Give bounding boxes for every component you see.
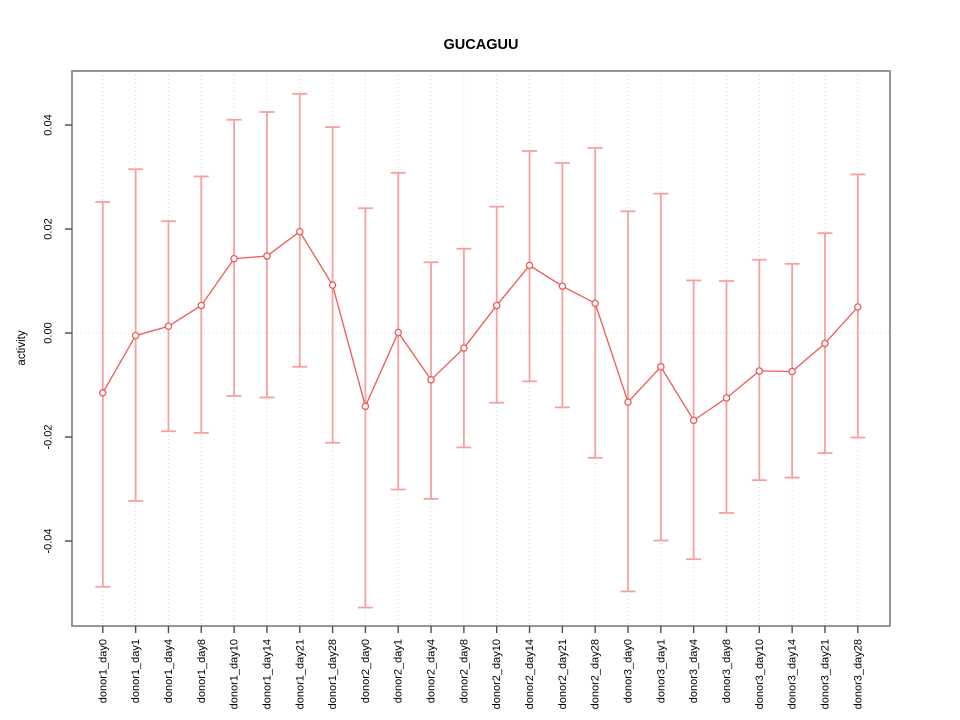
axes-layer: -0.04 -0.02 0.00 0.02 0.04 donor1_day0 donor1_… (43, 70, 891, 709)
data-point-marker (328, 281, 337, 289)
data-point-marker (492, 301, 501, 310)
x-tick-label: donor3_day8 (721, 639, 733, 703)
y-tick-label: 0.02 (43, 218, 55, 239)
x-tick-label: donor3_day21 (819, 639, 831, 709)
x-tick-label: donor2_day21 (557, 639, 569, 709)
x-tick-label: donor2_day10 (491, 639, 503, 709)
data-point-marker (821, 339, 829, 348)
y-tick-label: -0.02 (43, 424, 55, 449)
x-tick-label: donor3_day14 (787, 639, 799, 709)
x-tick-label: donor2_day0 (360, 639, 372, 703)
y-tick-label: 0.04 (43, 114, 55, 135)
data-point-marker (624, 398, 632, 406)
x-tick-label: donor3_day28 (852, 639, 864, 709)
plot-box (71, 70, 891, 627)
data-point-marker (689, 416, 698, 425)
x-tick-label: donor2_day8 (458, 639, 470, 703)
data-point-marker (591, 299, 599, 308)
x-tick-label: donor1_day28 (327, 639, 339, 709)
x-tick-label: donor2_day1 (393, 639, 405, 703)
x-tick-label: donor1_day1 (130, 639, 142, 703)
data-point-marker (788, 367, 796, 376)
data-point-marker (657, 363, 665, 371)
x-tick-label: donor3_day4 (688, 639, 700, 703)
data-point-marker (197, 301, 206, 310)
data-point-marker (263, 252, 271, 260)
data-point-marker (854, 303, 862, 311)
y-axis-label: activity (16, 330, 28, 365)
data-point-marker (460, 344, 468, 352)
data-point-marker (525, 261, 534, 270)
x-tick-label: donor2_day4 (426, 639, 438, 703)
x-tick-label: donor1_day21 (294, 639, 306, 709)
data-point-marker (230, 254, 238, 263)
data-point-marker (427, 376, 435, 384)
data-point-marker (164, 322, 173, 330)
chart-title: GUCAGUU (444, 37, 519, 53)
data-point-marker (394, 328, 402, 337)
data-point-marker (558, 282, 567, 290)
x-tick-label: donor3_day1 (655, 639, 667, 703)
x-tick-label: donor1_day0 (97, 639, 109, 703)
x-tick-label: donor1_day14 (261, 639, 273, 709)
data-point-marker (296, 227, 304, 236)
x-tick-label: donor3_day0 (623, 639, 635, 703)
x-tick-label: donor3_day10 (754, 639, 766, 709)
x-tick-label: donor2_day28 (590, 639, 602, 709)
series-line (102, 230, 859, 422)
x-tick-label: donor2_day14 (524, 639, 536, 709)
y-tick-label: -0.04 (43, 528, 55, 553)
data-point-marker (99, 389, 107, 397)
data-point-marker (361, 402, 370, 411)
y-tick-label: 0.00 (43, 322, 55, 343)
data-point-marker (755, 367, 764, 375)
grid-layer (72, 71, 890, 626)
data-layer (95, 92, 866, 609)
data-point-marker (131, 331, 140, 340)
data-point-marker (722, 394, 731, 402)
x-tick-label: donor1_day8 (196, 639, 208, 703)
x-tick-label: donor1_day4 (163, 639, 175, 703)
x-tick-label: donor1_day10 (229, 639, 241, 709)
